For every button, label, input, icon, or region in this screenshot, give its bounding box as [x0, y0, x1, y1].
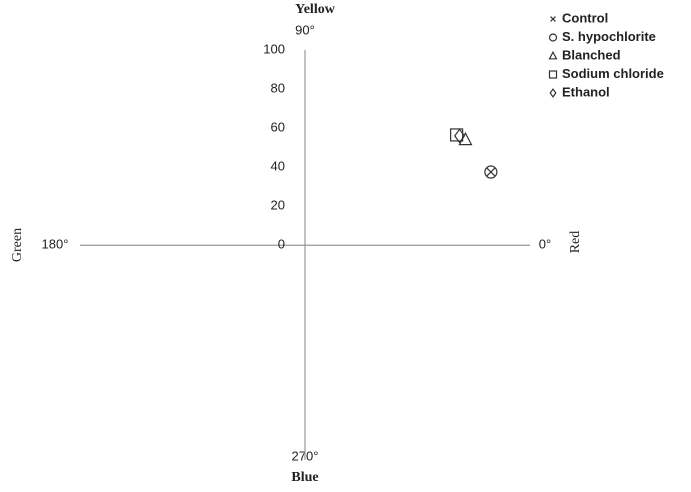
marker-x: [550, 16, 556, 22]
y-tick-label: 60: [271, 120, 285, 135]
marker-x: [486, 167, 496, 177]
axis-name-bottom: Blue: [291, 470, 318, 485]
marker-circle: [548, 33, 558, 42]
marker-circle: [484, 165, 498, 179]
legend-label: Sodium chloride: [562, 66, 664, 81]
legend-label: Ethanol: [562, 84, 610, 99]
angle-label-top: 90°: [295, 22, 315, 37]
marker-diamond: [454, 128, 466, 144]
axis-name-right: Red: [568, 231, 583, 254]
y-tick-label: 20: [271, 198, 285, 213]
axis-name-left: Green: [10, 228, 25, 262]
legend-label: Blanched: [562, 47, 621, 62]
marker-triangle: [458, 131, 473, 146]
marker-square: [548, 70, 558, 79]
marker-square: [450, 128, 464, 142]
legend-label: Control: [562, 10, 608, 25]
angle-label-left: 180°: [42, 236, 69, 251]
legend-label: S. hypochlorite: [562, 29, 656, 44]
angle-label-right: 0°: [539, 236, 551, 251]
y-tick-label: 40: [271, 159, 285, 174]
marker-triangle: [548, 50, 558, 60]
marker-diamond: [549, 88, 557, 98]
axis-name-top: Yellow: [295, 2, 336, 17]
y-tick-label: 0: [278, 237, 285, 252]
y-tick-label: 80: [271, 80, 285, 95]
y-tick-label: 100: [263, 41, 285, 56]
